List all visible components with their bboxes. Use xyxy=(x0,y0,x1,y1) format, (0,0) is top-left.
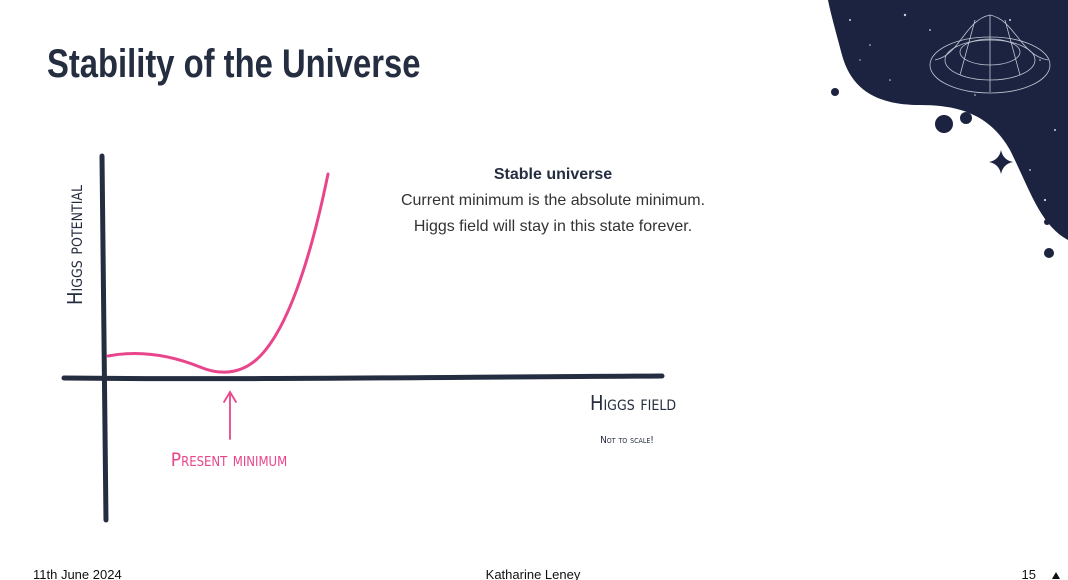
text-line: Current minimum is the absolute minimum. xyxy=(401,192,705,209)
dot xyxy=(831,88,839,96)
x-axis-label: Higgs field xyxy=(590,391,676,415)
footer-date: 11th June 2024 xyxy=(33,567,122,580)
dot xyxy=(1044,219,1050,225)
scale-note: Not to scale! xyxy=(600,435,654,446)
marker-label: Present minimum xyxy=(171,449,287,471)
sparkle xyxy=(989,150,1013,174)
minimum-arrow xyxy=(223,390,237,440)
dot xyxy=(1044,248,1054,258)
wireframe xyxy=(929,14,1051,94)
footer-author: Katharine Leney xyxy=(486,567,581,580)
space-blob xyxy=(828,0,1068,240)
dot xyxy=(935,115,953,133)
page-number: 15 xyxy=(1022,567,1036,580)
slide-title: Stability of the Universe xyxy=(47,41,420,86)
y-axis xyxy=(99,153,109,523)
diagram: Higgs potential Higgs field Present mini… xyxy=(61,153,676,523)
stars xyxy=(849,13,1056,202)
x-axis xyxy=(61,373,665,382)
decoration xyxy=(828,0,1068,258)
dot xyxy=(960,112,972,124)
potential-curve xyxy=(106,172,330,374)
text-heading: Stable universe xyxy=(494,166,612,183)
nav-icon[interactable] xyxy=(1052,572,1060,579)
text-line: Higgs field will stay in this state fore… xyxy=(414,218,692,235)
y-axis-label: Higgs potential xyxy=(63,185,87,305)
